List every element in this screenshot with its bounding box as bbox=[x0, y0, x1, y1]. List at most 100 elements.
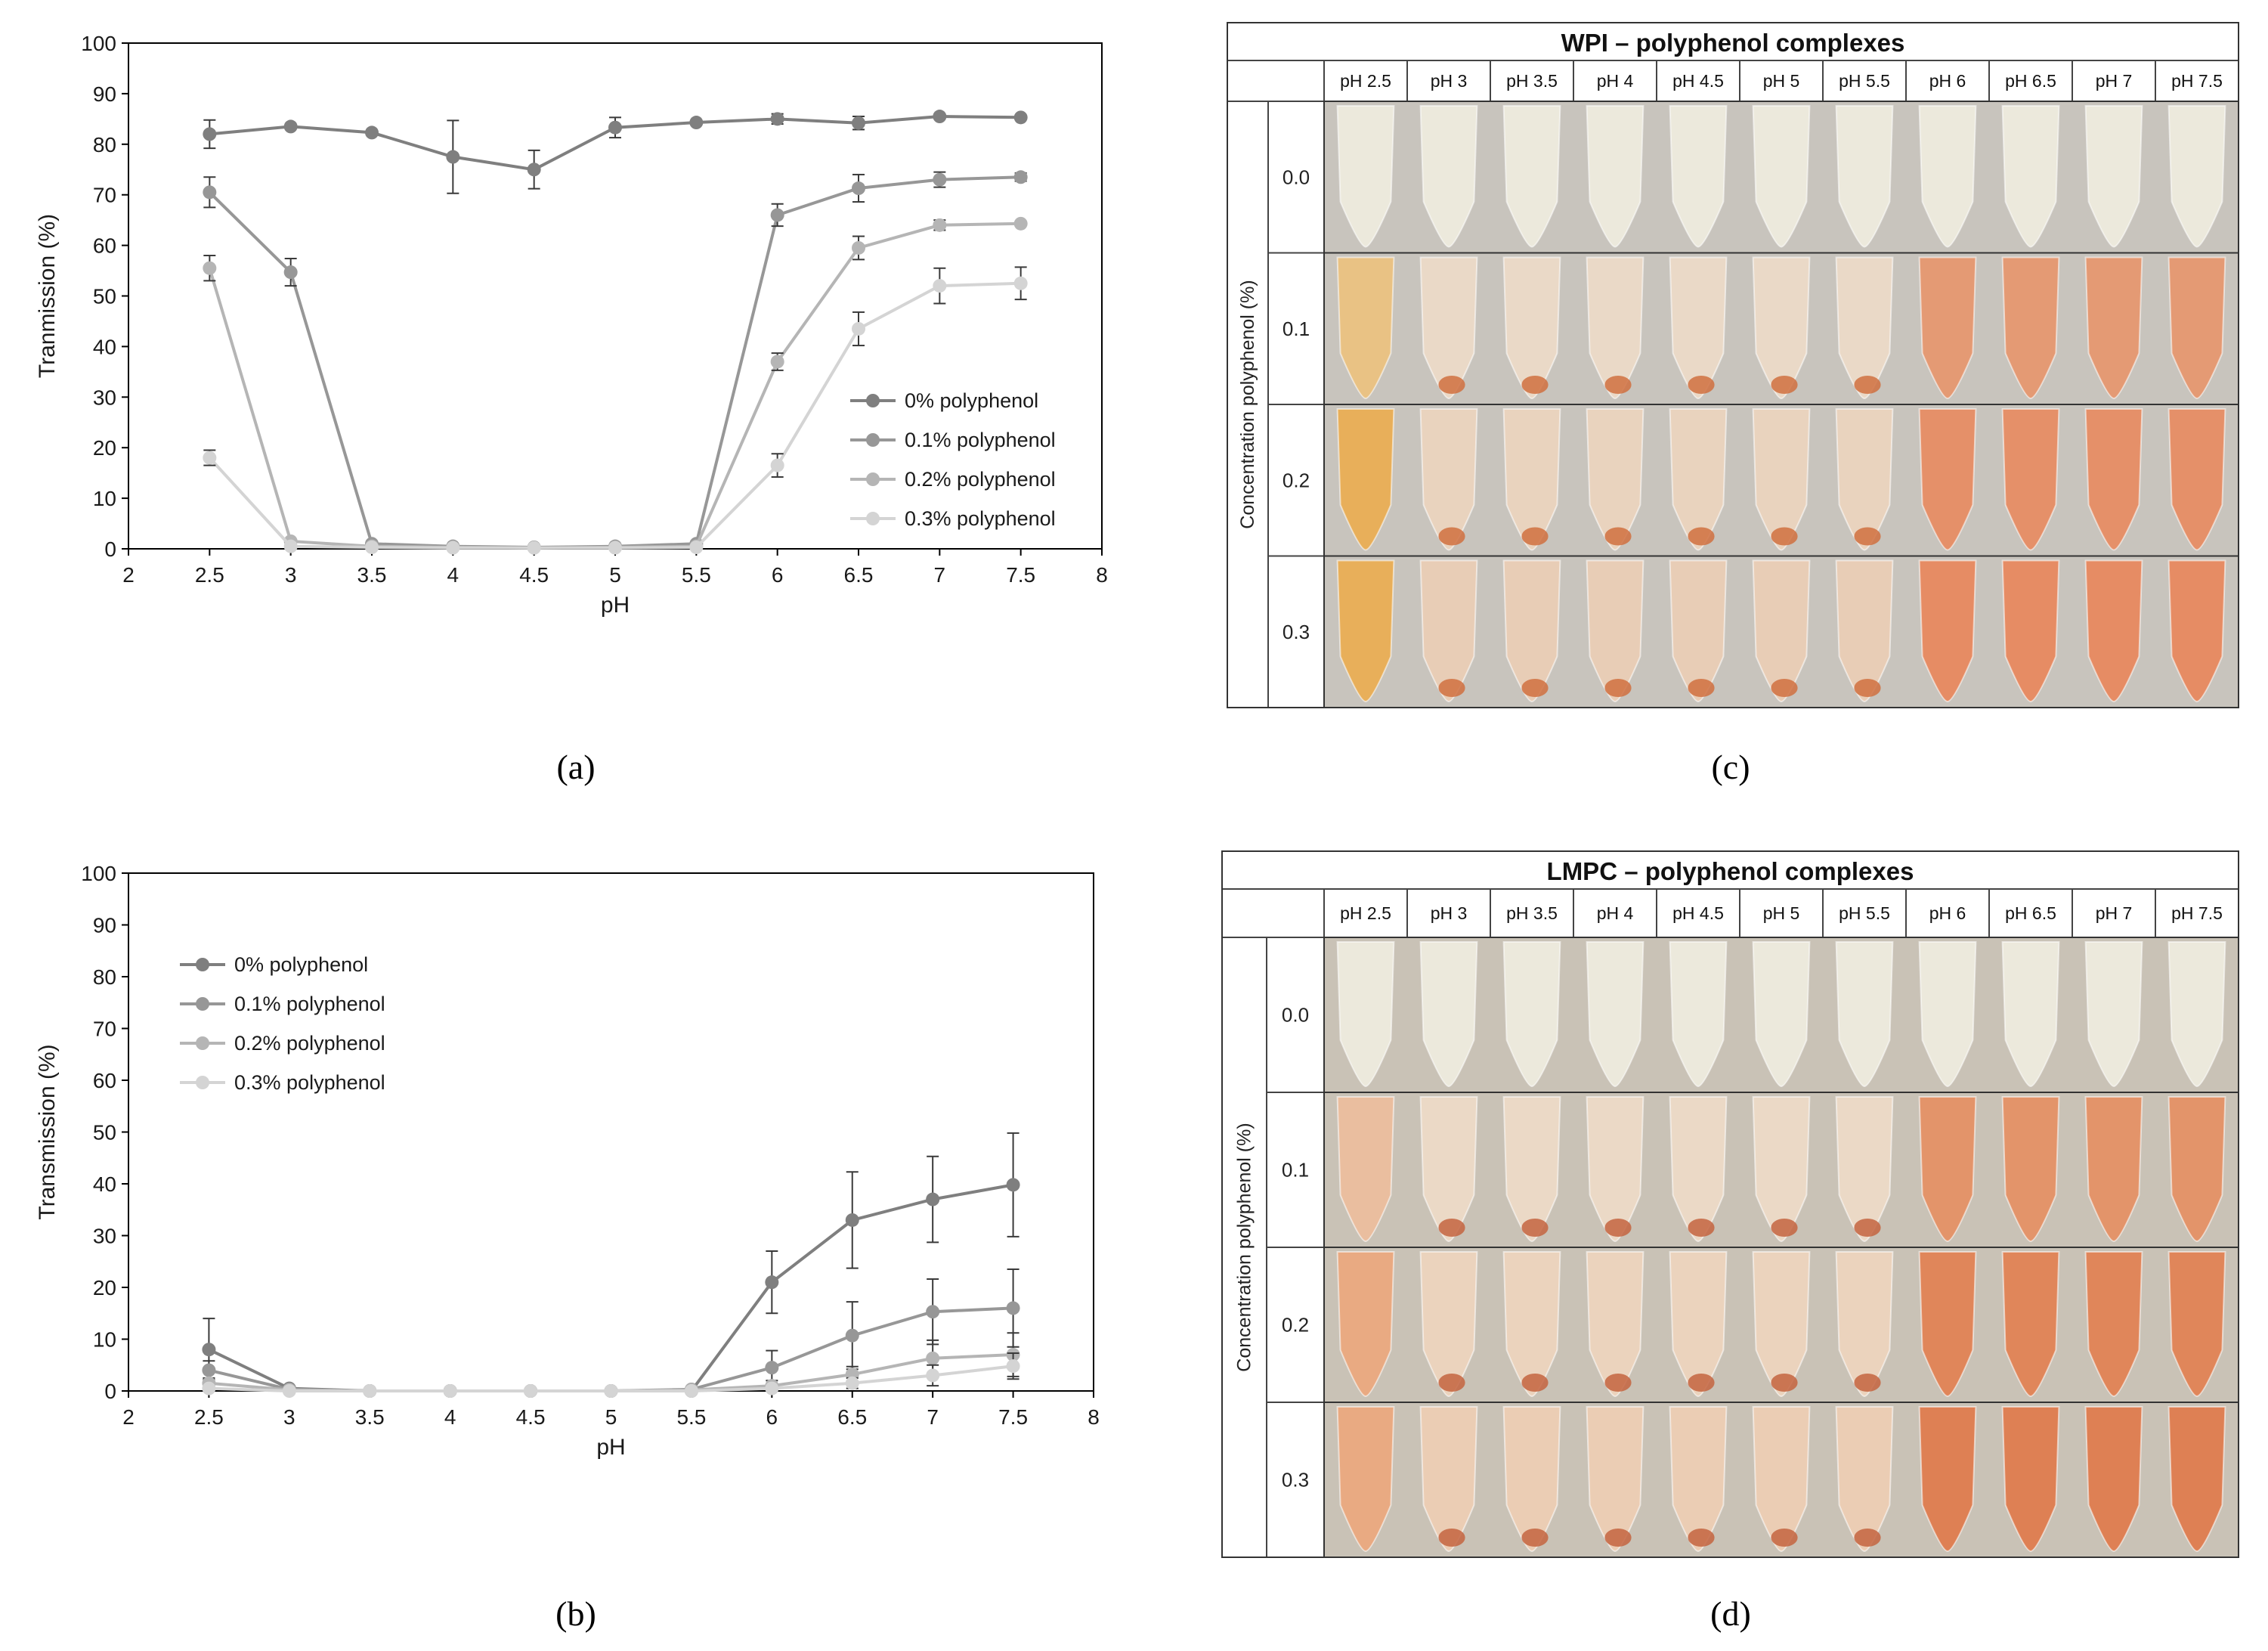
legend-marker bbox=[196, 997, 209, 1011]
tube-sediment bbox=[1771, 376, 1798, 394]
tube-body bbox=[1586, 256, 1645, 400]
legend-marker bbox=[196, 1036, 209, 1050]
tube bbox=[1586, 941, 1645, 1088]
tube-body bbox=[2167, 408, 2226, 551]
tube-body bbox=[2167, 1096, 2226, 1243]
tube bbox=[1835, 408, 1894, 551]
tube-body bbox=[2001, 1251, 2060, 1398]
y-tick-label: 100 bbox=[81, 862, 116, 885]
y-tick-label: 20 bbox=[93, 1276, 116, 1299]
ph-header-label: pH 7 bbox=[2096, 903, 2133, 923]
x-tick-label: 3.5 bbox=[357, 563, 387, 587]
tube-sediment bbox=[1688, 1374, 1715, 1392]
tube bbox=[2084, 256, 2143, 400]
tube bbox=[1336, 1406, 1395, 1553]
ph-header-cell bbox=[1406, 60, 1491, 102]
series-line bbox=[208, 175, 1021, 550]
tube bbox=[2167, 256, 2226, 400]
row-axis-cell bbox=[1227, 101, 1269, 708]
ph-header-cell bbox=[1739, 888, 1824, 938]
tube bbox=[1835, 1096, 1894, 1243]
tube-sediment bbox=[1604, 679, 1632, 697]
tube-sediment bbox=[1521, 376, 1549, 394]
tube bbox=[2001, 1096, 2060, 1243]
tube-body bbox=[1336, 1406, 1395, 1553]
tube bbox=[2167, 1096, 2226, 1243]
tube-sediment bbox=[1771, 1374, 1798, 1392]
tube-body bbox=[2001, 408, 2060, 551]
data-point bbox=[365, 125, 379, 140]
data-point bbox=[926, 1192, 940, 1206]
x-tick-label: 8 bbox=[1096, 563, 1108, 587]
tube bbox=[1918, 1096, 1977, 1243]
x-tick-label: 6 bbox=[766, 1405, 778, 1429]
legend-label: 0.2% polyphenol bbox=[905, 468, 1056, 491]
tube-sediment bbox=[1604, 1219, 1632, 1237]
tube bbox=[2167, 559, 2226, 703]
tube bbox=[1918, 941, 1977, 1088]
ph-header-label: pH 7.5 bbox=[2171, 71, 2223, 91]
legend-marker bbox=[196, 1076, 209, 1089]
data-point bbox=[1006, 1301, 1020, 1315]
y-tick-label: 10 bbox=[93, 487, 116, 510]
tube-body bbox=[1502, 1251, 1561, 1398]
tube-body bbox=[1669, 941, 1728, 1088]
tube-sediment bbox=[1688, 1219, 1715, 1237]
tube bbox=[1419, 559, 1478, 703]
tube-body bbox=[1918, 559, 1977, 703]
tube-body bbox=[1336, 408, 1395, 551]
data-point bbox=[202, 1381, 216, 1395]
legend-marker bbox=[866, 512, 880, 525]
tube-body bbox=[1502, 1406, 1561, 1553]
tube-body bbox=[1669, 559, 1728, 703]
y-tick-label: 90 bbox=[93, 82, 116, 106]
y-tick-label: 30 bbox=[93, 386, 116, 409]
ph-header-label: pH 2.5 bbox=[1340, 71, 1391, 91]
ph-header-cell bbox=[1988, 888, 2073, 938]
tube bbox=[2084, 105, 2143, 248]
tube-sediment bbox=[1438, 376, 1465, 394]
tube-body bbox=[1752, 408, 1811, 551]
tube bbox=[2001, 941, 2060, 1088]
grid-title: WPI – polyphenol complexes bbox=[1561, 29, 1905, 57]
tube-sediment bbox=[1688, 1529, 1715, 1547]
tube-sediment bbox=[1521, 527, 1549, 546]
y-tick-label: 60 bbox=[93, 1069, 116, 1092]
tube bbox=[1752, 408, 1811, 551]
ph-header-label: pH 4.5 bbox=[1672, 903, 1724, 923]
tube-body bbox=[2084, 408, 2143, 551]
data-point bbox=[202, 1343, 216, 1357]
row-label-cell bbox=[1266, 1092, 1325, 1248]
data-point bbox=[203, 261, 217, 275]
tube bbox=[1835, 559, 1894, 703]
tube-body bbox=[1586, 1251, 1645, 1398]
tube bbox=[1669, 256, 1728, 400]
tube-body bbox=[1918, 941, 1977, 1088]
tube bbox=[1669, 105, 1728, 248]
tube bbox=[1669, 1406, 1728, 1553]
legend-label: 0% polyphenol bbox=[234, 953, 368, 976]
y-tick-label: 80 bbox=[93, 133, 116, 156]
series-0 bbox=[202, 1132, 1020, 1398]
corner-cell bbox=[1227, 60, 1325, 102]
data-point bbox=[365, 540, 379, 554]
tube bbox=[1336, 559, 1395, 703]
tube-body bbox=[1752, 1096, 1811, 1243]
tube-body bbox=[1752, 1406, 1811, 1553]
x-tick-label: 4.5 bbox=[516, 1405, 546, 1429]
tube-body bbox=[2167, 1251, 2226, 1398]
data-point bbox=[770, 112, 784, 126]
grid-title: LMPC – polyphenol complexes bbox=[1547, 857, 1914, 885]
tube bbox=[1752, 559, 1811, 703]
tube bbox=[1918, 1251, 1977, 1398]
x-tick-label: 4 bbox=[444, 1405, 456, 1429]
x-tick-label: 2 bbox=[122, 563, 135, 587]
tube-body bbox=[1502, 559, 1561, 703]
plot-frame bbox=[128, 872, 1094, 1392]
y-tick-label: 100 bbox=[81, 32, 116, 55]
tube bbox=[2167, 1406, 2226, 1553]
tube-body bbox=[2001, 1406, 2060, 1553]
tube-body bbox=[1419, 408, 1478, 551]
data-point bbox=[446, 541, 460, 555]
series-line bbox=[208, 281, 1021, 550]
